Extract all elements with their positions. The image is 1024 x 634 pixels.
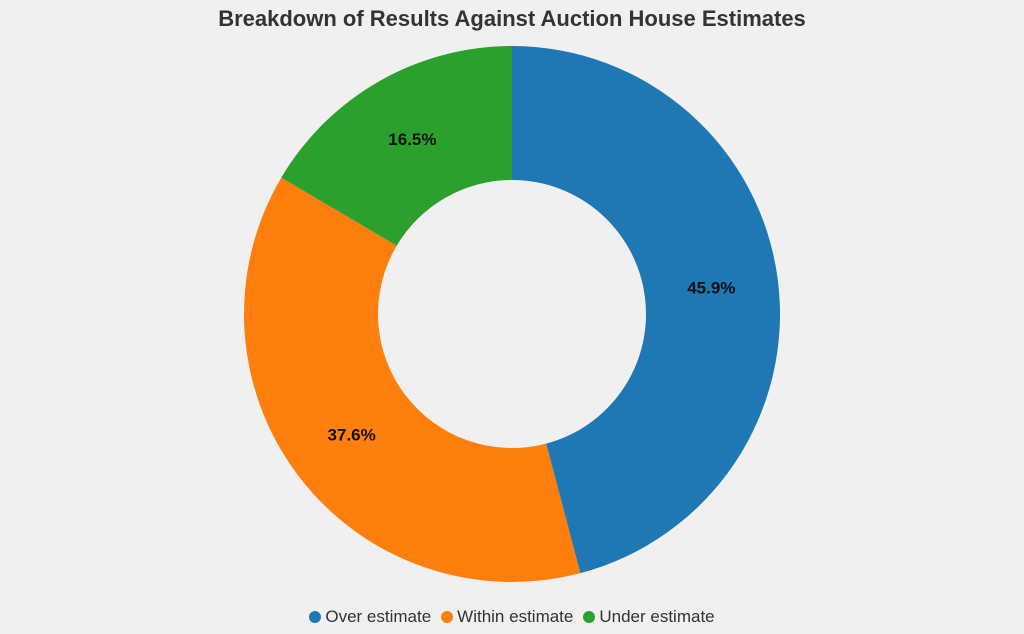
legend-swatch-within-estimate: [441, 611, 454, 623]
legend: Over estimate Within estimate Under esti…: [0, 606, 1024, 628]
legend-swatch-over-estimate: [309, 611, 322, 623]
slice-under-estimate[interactable]: [281, 46, 512, 246]
legend-label-over-estimate: Over estimate: [325, 607, 432, 626]
slice-label-group: 45.9% 37.6% 16.5%: [328, 130, 736, 445]
slice-group: [244, 46, 780, 582]
slice-label-over-estimate: 45.9%: [687, 279, 735, 298]
legend-item-over-estimate[interactable]: Over estimate: [309, 606, 431, 628]
legend-label-within-estimate: Within estimate: [457, 607, 574, 626]
chart-title: Breakdown of Results Against Auction Hou…: [218, 6, 806, 31]
legend-swatch-under-estimate: [583, 611, 596, 623]
slice-within-estimate[interactable]: [244, 177, 581, 582]
legend-item-within-estimate[interactable]: Within estimate: [441, 606, 573, 628]
slice-label-within-estimate: 37.6%: [328, 426, 376, 445]
slice-label-under-estimate: 16.5%: [388, 130, 436, 149]
slice-over-estimate[interactable]: [512, 46, 780, 574]
legend-label-under-estimate: Under estimate: [599, 607, 715, 626]
legend-item-under-estimate[interactable]: Under estimate: [583, 606, 715, 628]
